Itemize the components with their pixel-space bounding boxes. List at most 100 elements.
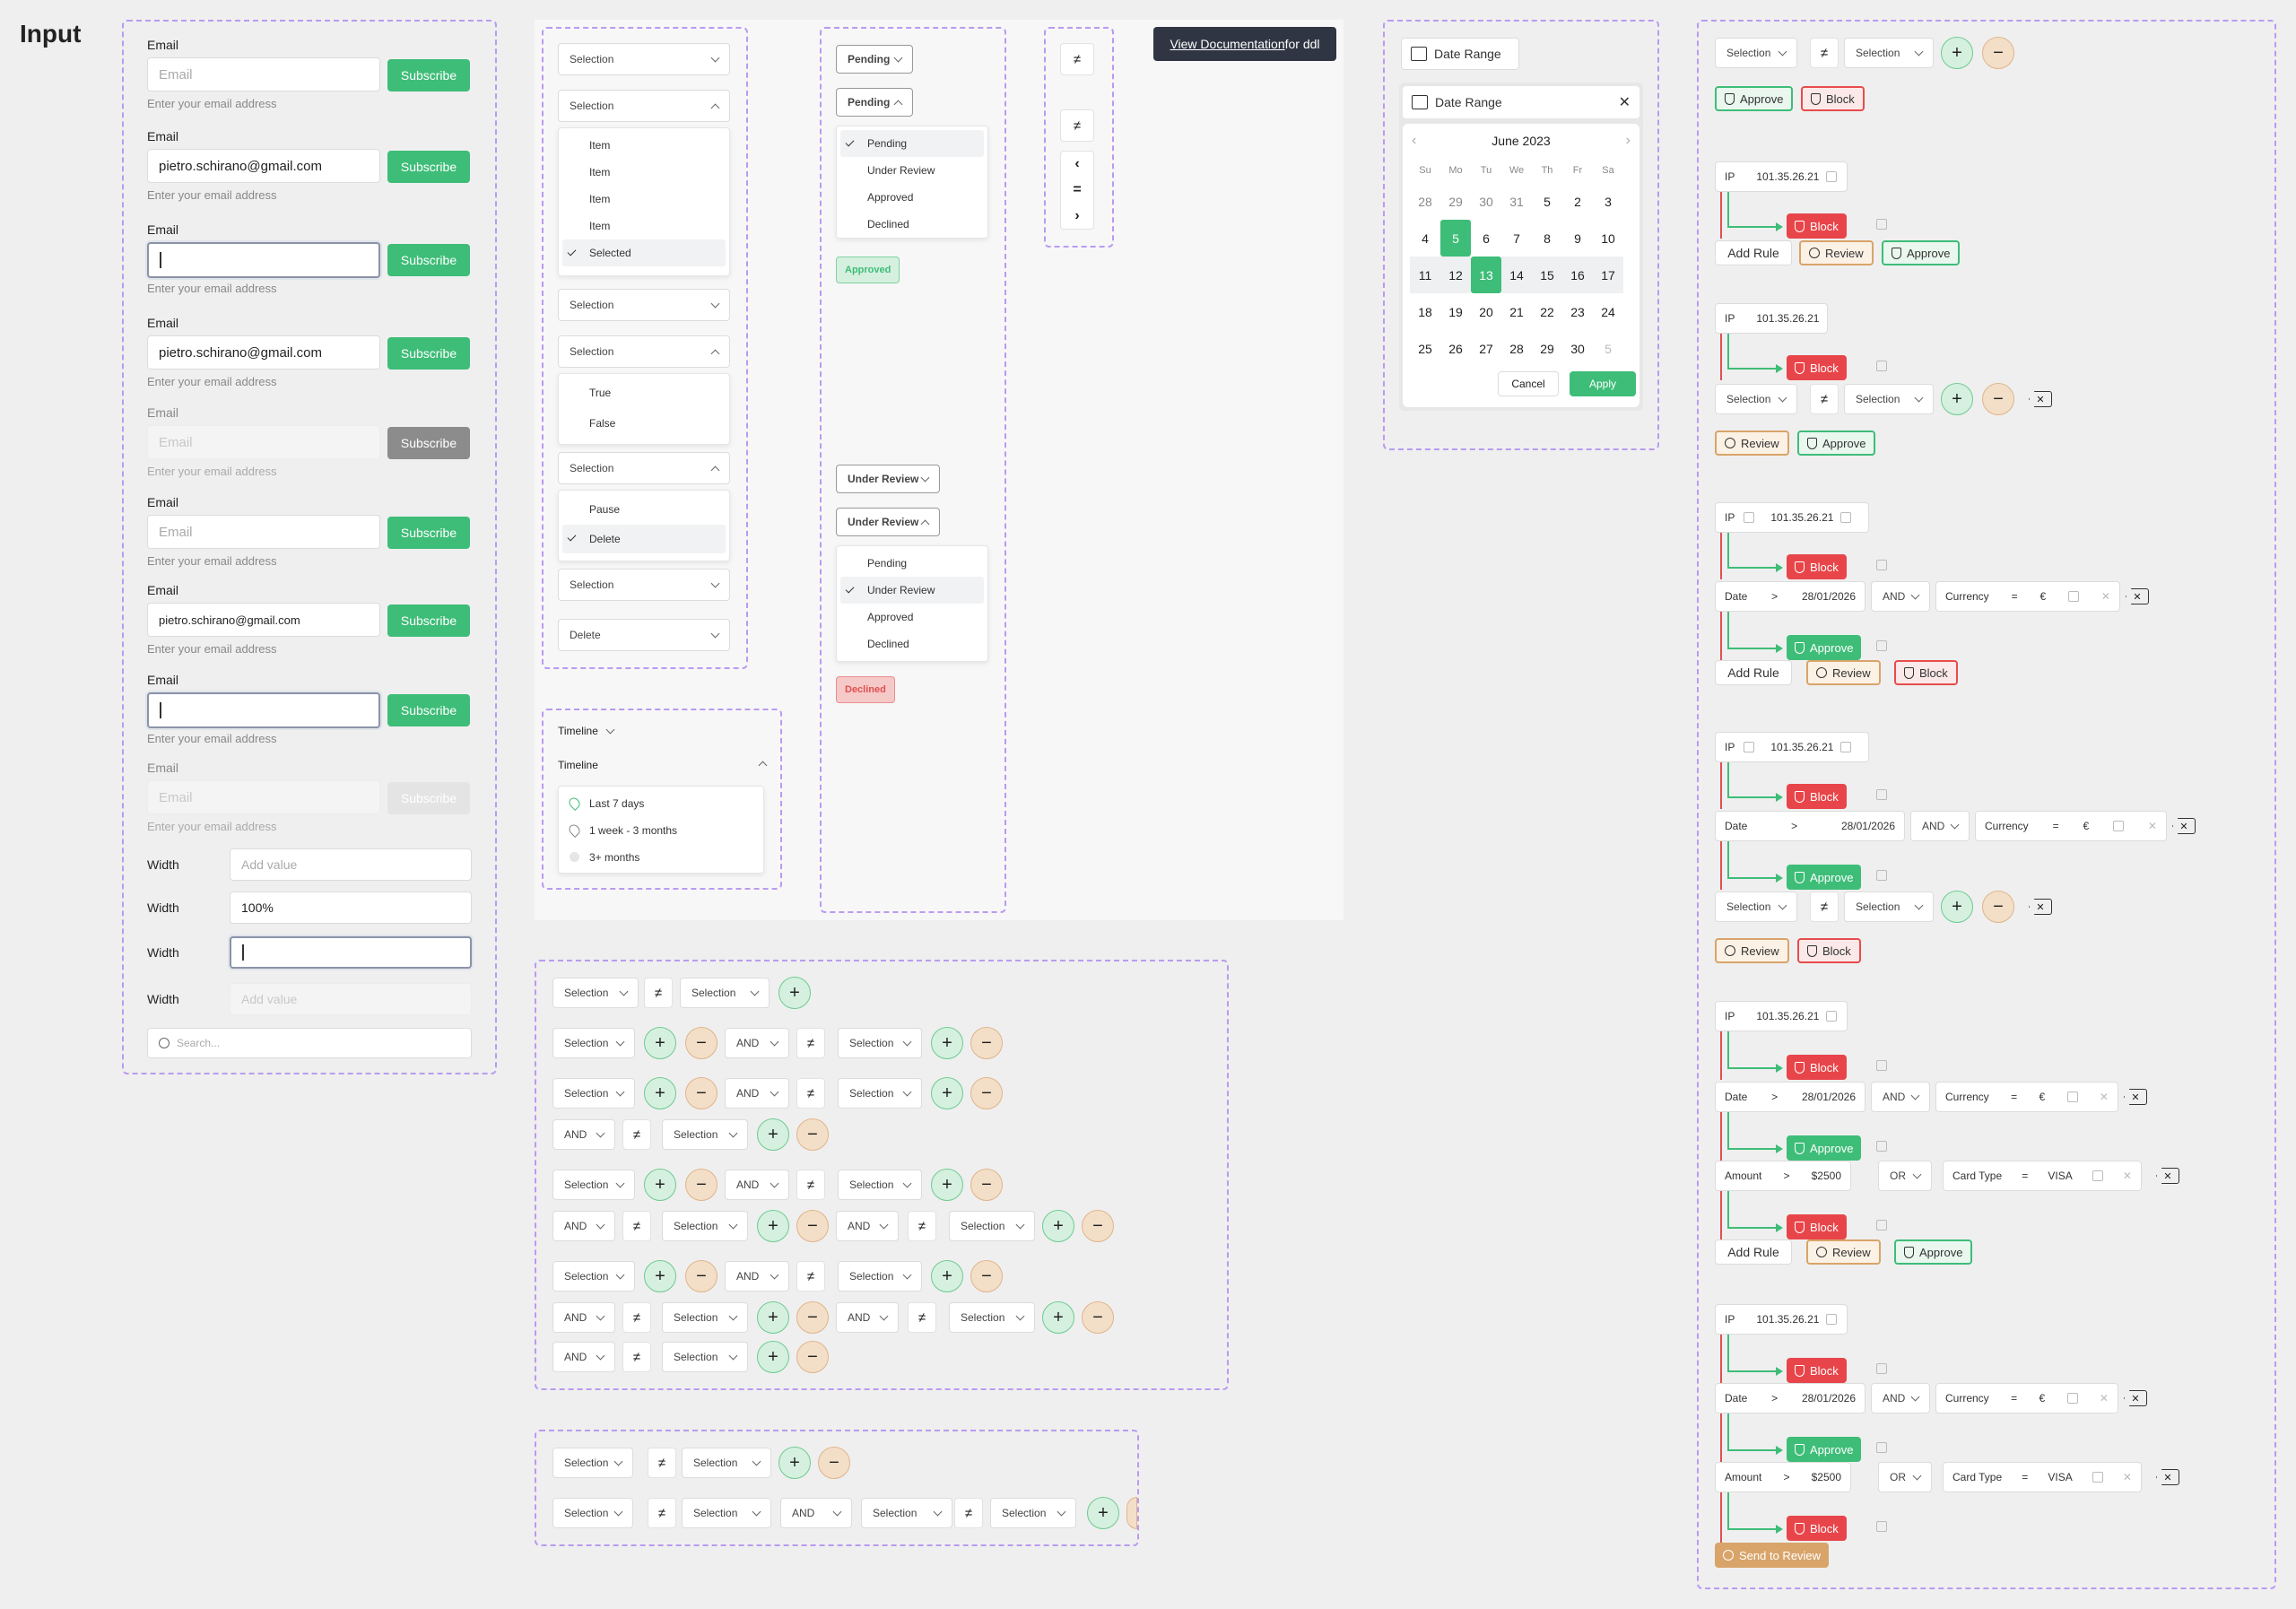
not-equal-operator[interactable]: ≠ — [622, 1342, 651, 1372]
add-condition-button[interactable]: + — [644, 1077, 676, 1109]
not-equal-operator[interactable]: ≠ — [1810, 38, 1839, 68]
calendar-day[interactable]: 23 — [1570, 304, 1585, 319]
next-month-icon[interactable]: › — [1625, 133, 1631, 148]
subscribe-button[interactable]: Subscribe — [387, 59, 470, 91]
menu-item-approved[interactable]: Approved — [867, 611, 914, 623]
calendar-day[interactable]: 24 — [1601, 304, 1615, 319]
selection-dropdown[interactable]: Selection — [838, 1028, 922, 1058]
add-condition-button[interactable]: + — [931, 1027, 963, 1059]
add-condition-button[interactable]: + — [1042, 1301, 1074, 1334]
remove-condition-button[interactable]: − — [970, 1027, 1003, 1059]
selection-dropdown[interactable]: AND — [552, 1211, 615, 1241]
selection-dropdown[interactable]: AND — [725, 1170, 789, 1200]
remove-condition-button[interactable]: − — [685, 1169, 718, 1201]
amount-condition[interactable]: Amount > $2500 — [1715, 1161, 1851, 1191]
selection-dropdown[interactable]: Selection — [662, 1342, 748, 1372]
currency-condition[interactable]: Currency = € ✕ — [1935, 1383, 2118, 1413]
block-badge[interactable]: Block — [1787, 1214, 1847, 1239]
email-input[interactable] — [147, 242, 380, 278]
remove-condition-button[interactable]: − — [970, 1169, 1003, 1201]
review-badge[interactable]: Review — [1806, 660, 1881, 685]
remove-condition-button[interactable]: − — [685, 1077, 718, 1109]
add-condition-button[interactable]: + — [757, 1210, 789, 1242]
ip-condition[interactable]: IP 101.35.26.21 — [1715, 1001, 1848, 1031]
date-condition[interactable]: Date >28/01/2026 — [1715, 581, 1866, 612]
calendar-day[interactable]: 2 — [1574, 194, 1581, 209]
remove-condition-button[interactable]: − — [1082, 1210, 1114, 1242]
selection-dropdown[interactable]: Selection — [552, 1028, 635, 1058]
calendar-day[interactable]: 11 — [1410, 257, 1440, 293]
email-input[interactable]: pietro.schirano@gmail.com — [147, 335, 380, 370]
add-rule-button[interactable]: Add Rule — [1715, 240, 1792, 265]
delete-condition-icon[interactable]: ✕ — [2156, 1168, 2179, 1184]
clear-icon[interactable]: ✕ — [2099, 1392, 2109, 1405]
review-badge[interactable]: Review — [1806, 1239, 1881, 1265]
status-dropdown[interactable]: Pending — [836, 45, 913, 74]
selection-dropdown[interactable]: Selection — [558, 569, 730, 601]
selection-dropdown[interactable]: Selection — [552, 1170, 635, 1200]
edit-icon[interactable] — [1876, 1141, 1887, 1152]
review-badge[interactable]: Review — [1715, 431, 1789, 456]
selection-dropdown[interactable]: Selection — [552, 978, 639, 1008]
calendar-day[interactable]: 3 — [1605, 194, 1612, 209]
not-equal-operator[interactable]: ≠ — [908, 1211, 936, 1241]
currency-condition[interactable]: Currency = € ✕ — [1935, 581, 2120, 612]
calendar-day[interactable]: 9 — [1574, 230, 1581, 246]
approve-badge[interactable]: Approve — [1787, 865, 1862, 890]
edit-icon[interactable] — [1876, 1363, 1887, 1374]
approve-badge[interactable]: Approve — [1787, 1437, 1862, 1462]
edit-icon[interactable] — [1876, 560, 1887, 570]
delete-condition-icon[interactable]: ✕ — [2172, 818, 2196, 834]
remove-condition-button-partial[interactable] — [1126, 1497, 1137, 1529]
menu-item-selected[interactable]: Selected — [562, 239, 726, 266]
selection-dropdown[interactable]: AND — [552, 1302, 615, 1333]
subscribe-button[interactable]: Subscribe — [387, 782, 470, 814]
block-badge[interactable]: Block — [1787, 1516, 1847, 1541]
doc-link[interactable]: View Documentation — [1170, 37, 1285, 51]
menu-item[interactable]: Item — [589, 193, 611, 205]
ip-condition[interactable]: IP 101.35.26.21 — [1715, 502, 1869, 533]
menu-item[interactable]: Item — [589, 220, 611, 232]
selection-dropdown[interactable]: Selection — [949, 1302, 1035, 1333]
calendar-day[interactable]: 29 — [1448, 194, 1463, 209]
delete-condition-icon[interactable]: ✕ — [2029, 391, 2052, 407]
date-condition[interactable]: Date >28/01/2026 — [1715, 1082, 1866, 1112]
add-condition-button[interactable]: + — [931, 1260, 963, 1292]
add-rule-button[interactable]: Add Rule — [1715, 660, 1792, 685]
calendar-day[interactable]: 27 — [1479, 341, 1493, 356]
selection-dropdown[interactable]: Selection — [838, 1078, 922, 1109]
selection-dropdown[interactable]: Selection — [662, 1302, 748, 1333]
edit-icon[interactable] — [1876, 219, 1887, 230]
calendar-day[interactable]: 28 — [1509, 341, 1524, 356]
remove-condition-button[interactable]: − — [1982, 891, 2014, 923]
selection-dropdown[interactable]: Selection — [990, 1498, 1076, 1528]
width-input[interactable] — [230, 936, 472, 969]
remove-condition-button[interactable]: − — [796, 1210, 829, 1242]
calendar-day[interactable]: 17 — [1593, 257, 1623, 293]
calendar-day[interactable]: 12 — [1440, 257, 1471, 293]
menu-item-pending[interactable]: Pending — [867, 557, 908, 570]
selection-dropdown[interactable]: AND — [1871, 581, 1930, 612]
width-input[interactable]: Add value — [230, 983, 472, 1015]
edit-icon[interactable] — [1826, 1314, 1838, 1325]
not-equal-operator[interactable]: ≠ — [796, 1261, 825, 1292]
block-badge[interactable]: Block — [1894, 660, 1958, 685]
add-condition-button[interactable]: + — [644, 1027, 676, 1059]
selection-dropdown[interactable]: Selection — [949, 1211, 1035, 1241]
timeline-dropdown-open[interactable]: Timeline — [558, 759, 768, 771]
less-than-option[interactable]: ‹ — [1074, 156, 1080, 172]
selection-dropdown[interactable]: AND — [1871, 1383, 1930, 1413]
delete-condition-icon[interactable]: ✕ — [2029, 899, 2052, 915]
not-equal-button[interactable]: ≠ — [1060, 43, 1094, 75]
selection-dropdown[interactable]: AND — [1910, 811, 1970, 841]
menu-item-approved[interactable]: Approved — [867, 191, 914, 204]
menu-item-declined[interactable]: Declined — [867, 638, 909, 650]
calendar-day[interactable]: 5 — [1440, 220, 1471, 257]
selection-dropdown[interactable]: Selection — [682, 1498, 771, 1528]
selection-dropdown[interactable]: Selection — [662, 1211, 748, 1241]
clear-icon[interactable]: ✕ — [2100, 590, 2110, 603]
approve-badge[interactable]: Approve — [1787, 1135, 1862, 1161]
ip-condition[interactable]: IP 101.35.26.21 — [1715, 161, 1848, 192]
selection-dropdown[interactable]: Selection — [1715, 891, 1797, 922]
block-badge[interactable]: Block — [1787, 213, 1847, 239]
